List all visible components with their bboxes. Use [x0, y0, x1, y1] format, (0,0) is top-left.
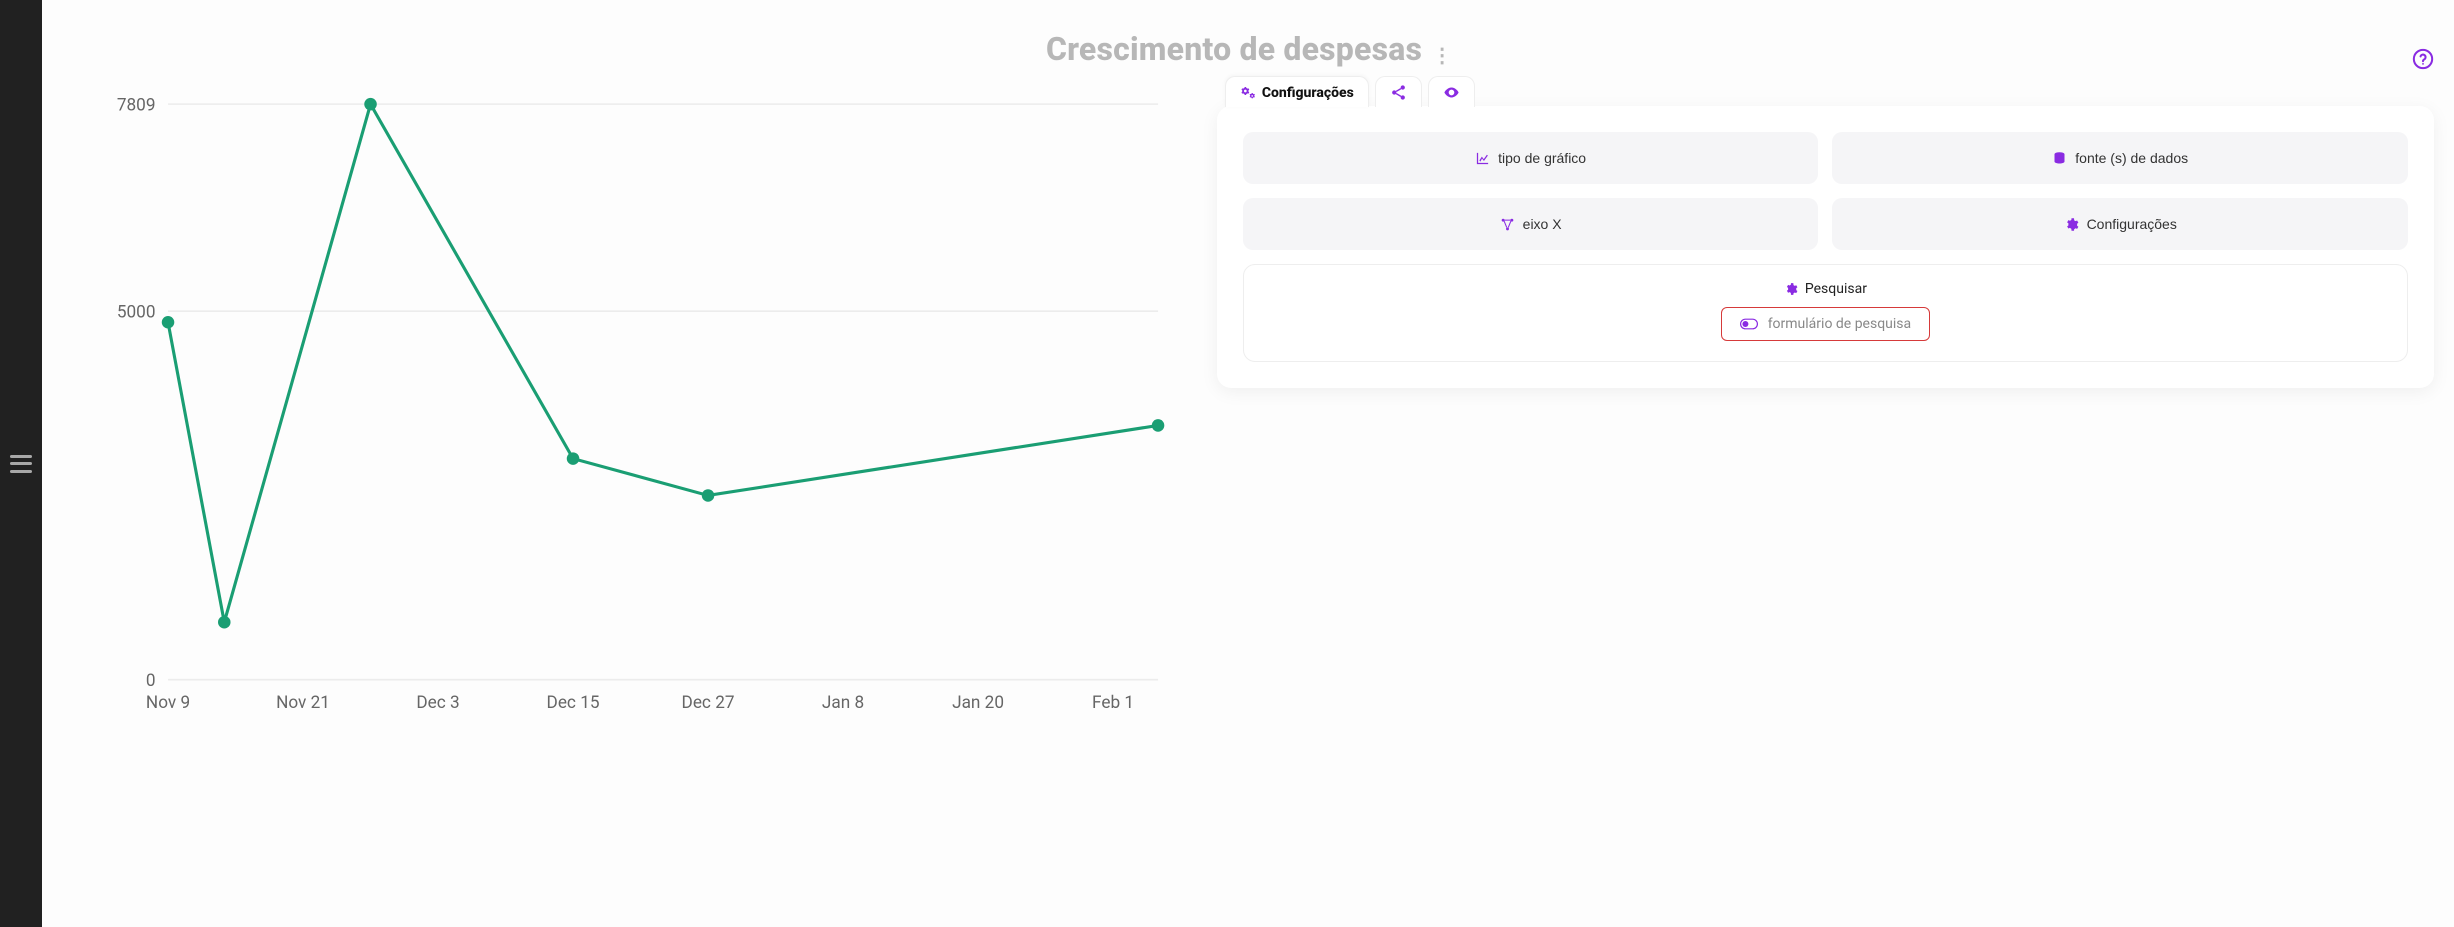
search-title-row: Pesquisar — [1260, 281, 2391, 297]
drag-handle-icon[interactable]: ⋮ — [1432, 43, 1450, 67]
gear-icon — [2064, 217, 2079, 232]
help-icon — [2412, 48, 2434, 70]
axis-x-button[interactable]: eixo X — [1243, 198, 1819, 250]
axis-x-label: eixo X — [1523, 216, 1562, 232]
chart-title: Crescimento de despesas — [1046, 30, 1422, 68]
config-panel: tipo de gráfico fonte (s) de dados — [1217, 106, 2434, 388]
database-icon — [2052, 151, 2067, 166]
hamburger-menu-icon[interactable] — [10, 455, 32, 473]
data-source-label: fonte (s) de dados — [2075, 150, 2188, 166]
tab-visibility[interactable] — [1428, 76, 1475, 107]
axis-icon — [1500, 217, 1515, 232]
help-button[interactable] — [2412, 48, 2434, 74]
svg-text:0: 0 — [146, 671, 156, 691]
svg-text:7809: 7809 — [117, 95, 156, 115]
svg-text:5000: 5000 — [117, 302, 156, 322]
search-form-toggle[interactable]: formulário de pesquisa — [1721, 307, 1930, 341]
svg-text:Dec 27: Dec 27 — [682, 693, 735, 713]
chart-type-label: tipo de gráfico — [1498, 150, 1586, 166]
svg-text:Dec 15: Dec 15 — [547, 693, 600, 713]
data-source-button[interactable]: fonte (s) de dados — [1832, 132, 2408, 184]
svg-text:Jan 20: Jan 20 — [952, 693, 1004, 713]
svg-text:Jan 8: Jan 8 — [822, 693, 864, 713]
settings-label: Configurações — [2087, 216, 2177, 232]
search-title: Pesquisar — [1805, 281, 1867, 297]
chart-container: 0 5000 7809 Nov 9 Nov 21 Dec 3 Dec 15 Dec 27 Jan… — [62, 76, 1177, 733]
chart-line-icon — [1475, 151, 1490, 166]
gear-icon — [1784, 282, 1798, 296]
eye-icon — [1443, 84, 1460, 101]
toggle-off-icon — [1740, 318, 1758, 330]
share-icon — [1390, 84, 1407, 101]
svg-text:Nov 21: Nov 21 — [276, 693, 330, 713]
search-form-toggle-label: formulário de pesquisa — [1768, 316, 1911, 332]
main-content: Crescimento de despesas ⋮ 0 5000 7809 Nov 9… — [42, 0, 2454, 927]
tab-config-label: Configurações — [1262, 85, 1354, 101]
gears-icon — [1240, 85, 1256, 101]
tab-config[interactable]: Configurações — [1225, 76, 1369, 107]
settings-button[interactable]: Configurações — [1832, 198, 2408, 250]
search-card: Pesquisar formulário de pesquisa — [1243, 264, 2408, 362]
tab-share[interactable] — [1375, 76, 1422, 107]
svg-text:Nov 9: Nov 9 — [146, 693, 190, 713]
chart-type-button[interactable]: tipo de gráfico — [1243, 132, 1819, 184]
sidebar — [0, 0, 42, 927]
tab-bar: Configurações — [1225, 76, 2434, 107]
svg-text:Feb 1: Feb 1 — [1092, 693, 1134, 713]
line-chart: 0 5000 7809 Nov 9 Nov 21 Dec 3 Dec 15 Dec 27 Jan… — [82, 76, 1177, 733]
svg-text:Dec 3: Dec 3 — [416, 693, 459, 713]
